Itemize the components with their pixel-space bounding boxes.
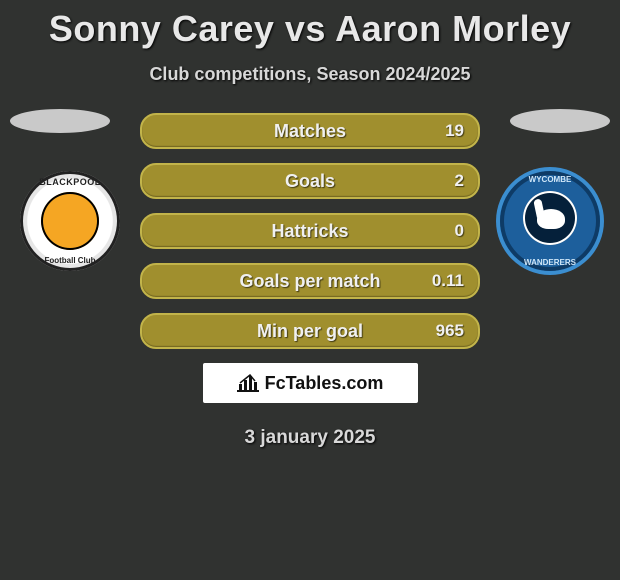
- stat-bar: Hattricks0: [140, 213, 480, 249]
- stat-bar-value: 19: [445, 115, 464, 147]
- stat-bar-label: Goals per match: [142, 265, 478, 297]
- comparison-infographic: Sonny Carey vs Aaron Morley Club competi…: [0, 0, 620, 580]
- brand-box: FcTables.com: [203, 363, 418, 403]
- body: BLACKPOOL Football Club WYCOMBE WANDERER…: [0, 113, 620, 449]
- stat-bar-label: Hattricks: [142, 215, 478, 247]
- crest-right-label-bottom: WANDERERS: [500, 258, 600, 267]
- page-title: Sonny Carey vs Aaron Morley: [0, 0, 620, 50]
- stat-bar: Matches19: [140, 113, 480, 149]
- bar-chart-icon: [237, 374, 259, 392]
- swan-icon: [523, 191, 577, 245]
- club-crest-right: WYCOMBE WANDERERS: [500, 171, 600, 271]
- stat-bar-label: Min per goal: [142, 315, 478, 347]
- crest-left-label-top: BLACKPOOL: [20, 177, 120, 187]
- club-crest-left: BLACKPOOL Football Club: [20, 171, 120, 271]
- stat-bar-value: 2: [455, 165, 464, 197]
- page-subtitle: Club competitions, Season 2024/2025: [0, 64, 620, 85]
- stat-bar: Goals per match0.11: [140, 263, 480, 299]
- stat-bar: Min per goal965: [140, 313, 480, 349]
- stat-bars: Matches19 Goals2 Hattricks0 Goals per match…: [140, 113, 480, 349]
- crest-right-label-top: WYCOMBE: [500, 175, 600, 184]
- date-label: 3 january 2025: [0, 427, 620, 449]
- stat-bar-label: Goals: [142, 165, 478, 197]
- brand-text: FcTables.com: [265, 373, 384, 394]
- crest-left-label-bottom: Football Club: [20, 256, 120, 265]
- crest-left-inner: [41, 192, 99, 250]
- stat-bar: Goals2: [140, 163, 480, 199]
- stat-bar-value: 965: [436, 315, 464, 347]
- shadow-ellipse-right: [510, 109, 610, 133]
- shadow-ellipse-left: [10, 109, 110, 133]
- stat-bar-value: 0.11: [432, 265, 464, 297]
- stat-bar-value: 0: [455, 215, 464, 247]
- stat-bar-label: Matches: [142, 115, 478, 147]
